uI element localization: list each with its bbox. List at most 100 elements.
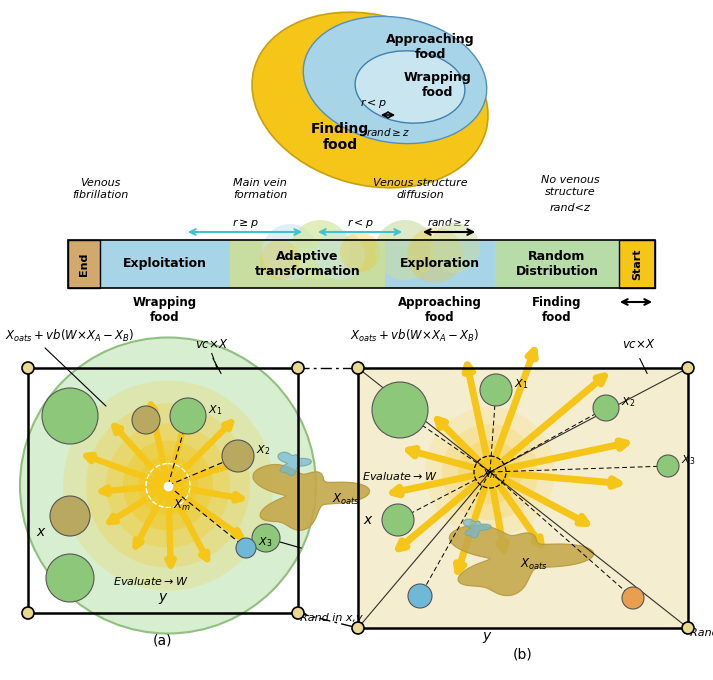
Text: Rand in x,y: Rand in x,y	[300, 613, 363, 623]
Circle shape	[63, 381, 273, 590]
Text: $X_{oats}$: $X_{oats}$	[520, 557, 548, 572]
Text: (b): (b)	[513, 648, 533, 662]
Circle shape	[170, 398, 206, 434]
Text: $X_1$: $X_1$	[514, 377, 528, 391]
Circle shape	[408, 584, 432, 608]
Circle shape	[682, 362, 694, 374]
Text: $X_m$: $X_m$	[173, 498, 191, 513]
Text: rand<z: rand<z	[550, 203, 590, 213]
Text: $X_2$: $X_2$	[621, 395, 635, 409]
Circle shape	[22, 607, 34, 619]
Circle shape	[42, 388, 98, 444]
Circle shape	[430, 223, 480, 273]
Text: Exploration: Exploration	[400, 258, 480, 271]
Text: $X_2$: $X_2$	[256, 443, 270, 457]
Bar	[68, 240, 655, 288]
Text: Main vein
formation: Main vein formation	[233, 178, 287, 200]
Circle shape	[50, 496, 90, 536]
Text: $r{<}p$: $r{<}p$	[359, 97, 386, 109]
Text: $X_1$: $X_1$	[208, 403, 222, 417]
Bar	[358, 368, 688, 628]
Text: $X_3$: $X_3$	[681, 453, 695, 466]
Text: Wrapping
food: Wrapping food	[403, 71, 471, 99]
Text: Exploitation: Exploitation	[123, 258, 207, 271]
Text: $x$: $x$	[363, 513, 374, 527]
Circle shape	[352, 622, 364, 634]
Text: Adaptive
transformation: Adaptive transformation	[255, 250, 360, 278]
Bar	[100, 240, 230, 288]
Circle shape	[593, 395, 619, 421]
Text: $vc{\times}X$: $vc{\times}X$	[622, 338, 655, 351]
Circle shape	[657, 455, 679, 477]
Circle shape	[86, 403, 250, 568]
Text: $y$: $y$	[482, 630, 493, 645]
Text: Rand in x,y: Rand in x,y	[690, 628, 713, 638]
Text: Start: Start	[632, 248, 642, 279]
Circle shape	[262, 224, 318, 280]
Text: $y$: $y$	[158, 591, 169, 606]
Circle shape	[480, 374, 512, 406]
Text: Approaching
food: Approaching food	[398, 296, 482, 324]
Ellipse shape	[303, 16, 487, 143]
Bar	[358, 368, 688, 628]
Circle shape	[123, 441, 213, 530]
Circle shape	[260, 240, 300, 280]
Circle shape	[425, 407, 555, 537]
Polygon shape	[253, 464, 369, 530]
Text: $X_3$: $X_3$	[258, 535, 272, 549]
Circle shape	[458, 440, 522, 504]
Text: Finding
food: Finding food	[311, 122, 369, 152]
Circle shape	[138, 456, 198, 515]
Bar	[68, 240, 100, 288]
Circle shape	[340, 232, 380, 272]
Circle shape	[375, 220, 435, 280]
Bar	[230, 240, 385, 288]
Text: $rand{\geq}z$: $rand{\geq}z$	[366, 126, 410, 138]
Circle shape	[292, 607, 304, 619]
Circle shape	[352, 362, 364, 374]
Polygon shape	[449, 525, 593, 596]
Circle shape	[382, 504, 414, 536]
Circle shape	[236, 538, 256, 558]
Bar	[28, 368, 298, 613]
Text: $X_{oats}+vb(W{\times}X_A - X_B)$: $X_{oats}+vb(W{\times}X_A - X_B)$	[350, 328, 479, 344]
Bar	[495, 240, 619, 288]
Bar	[68, 240, 655, 288]
Circle shape	[106, 424, 230, 547]
Circle shape	[292, 362, 304, 374]
Bar	[385, 240, 495, 288]
Circle shape	[622, 587, 644, 609]
Text: (a): (a)	[153, 633, 173, 647]
Bar	[619, 240, 655, 288]
Text: No venous
structure: No venous structure	[540, 175, 600, 197]
Text: $X_{oats}+vb(W{\times}X_A - X_B)$: $X_{oats}+vb(W{\times}X_A - X_B)$	[5, 328, 135, 344]
Circle shape	[132, 406, 160, 434]
Circle shape	[252, 524, 280, 552]
Text: $Evaluate{\rightarrow}W$: $Evaluate{\rightarrow}W$	[362, 470, 438, 482]
Text: End: End	[79, 252, 89, 275]
Text: $r{<}p$: $r{<}p$	[347, 217, 374, 230]
Circle shape	[20, 337, 316, 634]
Polygon shape	[278, 452, 312, 475]
Text: Random
Distribution: Random Distribution	[515, 250, 598, 278]
Circle shape	[682, 622, 694, 634]
Ellipse shape	[355, 51, 465, 123]
Circle shape	[46, 554, 94, 602]
Circle shape	[372, 382, 428, 438]
Text: Wrapping
food: Wrapping food	[133, 296, 197, 324]
Circle shape	[315, 230, 365, 280]
Text: $x$: $x$	[36, 524, 46, 539]
Text: $vc{\times}X$: $vc{\times}X$	[195, 338, 229, 351]
Text: Approaching
food: Approaching food	[386, 33, 474, 61]
Text: $X_{oats}$: $X_{oats}$	[332, 492, 360, 507]
Text: $X_m$: $X_m$	[482, 467, 498, 481]
Text: Finding
food: Finding food	[532, 296, 582, 324]
Circle shape	[442, 424, 538, 520]
Text: $Evaluate{\rightarrow}W$: $Evaluate{\rightarrow}W$	[113, 575, 189, 587]
Text: $rand{\geq}z$: $rand{\geq}z$	[427, 216, 471, 228]
Ellipse shape	[252, 12, 488, 188]
Circle shape	[22, 362, 34, 374]
Text: Venous
fibrillation: Venous fibrillation	[72, 178, 128, 200]
Text: Venous structure
diffusion: Venous structure diffusion	[373, 178, 467, 200]
Polygon shape	[463, 519, 491, 538]
